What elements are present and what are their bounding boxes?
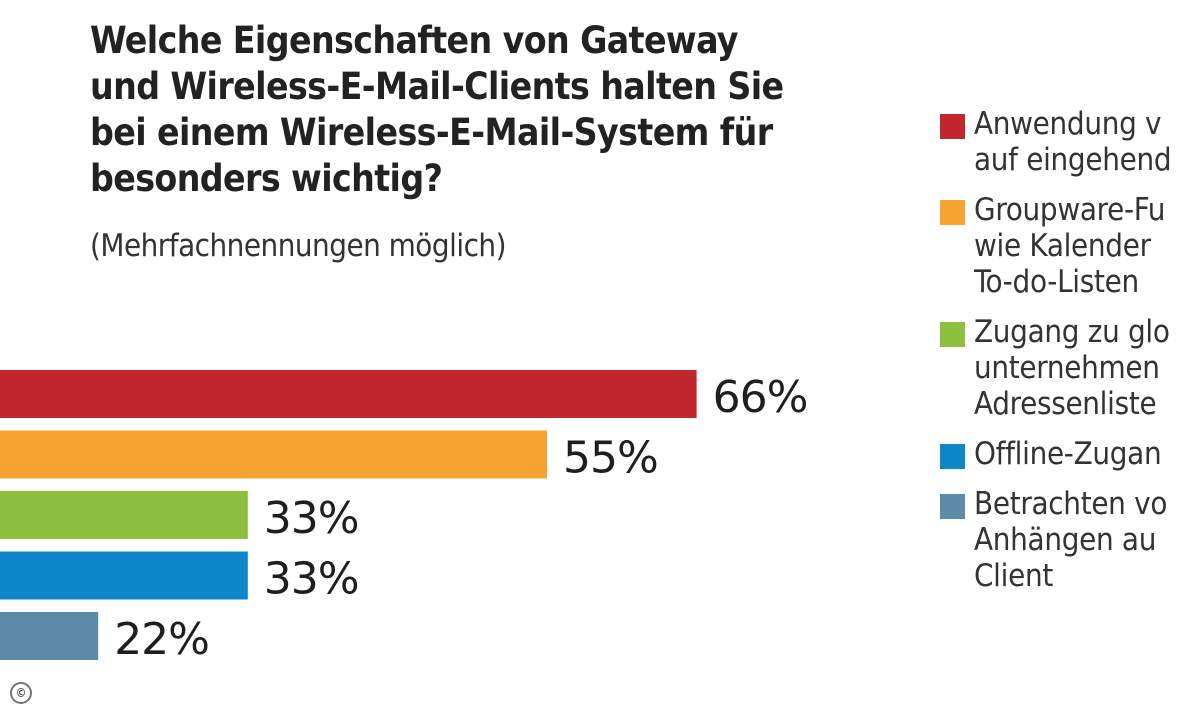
chart-subtitle: (Mehrfachnennungen möglich)	[90, 228, 506, 264]
legend-item: Betrachten vo Anhängen au Client	[940, 486, 1200, 594]
bar	[0, 612, 99, 660]
legend-swatch	[940, 444, 965, 469]
legend-item: Offline-Zugan	[940, 436, 1200, 472]
legend-swatch	[940, 114, 965, 139]
bar-value-label: 33%	[264, 554, 359, 605]
chart-title: Welche Eigenschaften von Gateway und Wir…	[90, 18, 850, 202]
bar-value-label: 33%	[264, 493, 359, 544]
legend-swatch	[940, 322, 965, 347]
bar	[0, 430, 547, 479]
chart-title-line: Welche Eigenschaften von Gateway	[90, 19, 739, 62]
legend-label: Anwendung v auf eingehend	[974, 106, 1172, 178]
copyright-icon: ©	[10, 682, 32, 704]
legend: Anwendung v auf eingehend Groupware-Fu w…	[940, 106, 1200, 608]
bar	[0, 370, 697, 418]
bar	[0, 551, 248, 600]
legend-label: Betrachten vo Anhängen au Client	[974, 486, 1168, 594]
chart-title-line: besonders wichtig?	[90, 157, 443, 200]
legend-item: Groupware-Fu wie Kalender To-do-Listen	[940, 192, 1200, 300]
legend-item: Anwendung v auf eingehend	[940, 106, 1200, 178]
bar-value-label: 22%	[114, 614, 209, 665]
legend-label: Offline-Zugan	[974, 436, 1162, 472]
legend-swatch	[940, 200, 965, 225]
legend-item: Zugang zu glo unternehmen Adressenliste	[940, 314, 1200, 422]
legend-label: Groupware-Fu wie Kalender To-do-Listen	[974, 192, 1166, 300]
bar	[0, 491, 248, 539]
bar-value-label: 55%	[563, 433, 658, 484]
chart-title-line: und Wireless-E-Mail-Clients halten Sie	[90, 65, 784, 108]
bar-value-label: 66%	[713, 372, 808, 423]
legend-label: Zugang zu glo unternehmen Adressenliste	[974, 314, 1170, 422]
chart-title-line: bei einem Wireless-E-Mail-System für	[90, 111, 773, 154]
legend-swatch	[940, 494, 965, 519]
